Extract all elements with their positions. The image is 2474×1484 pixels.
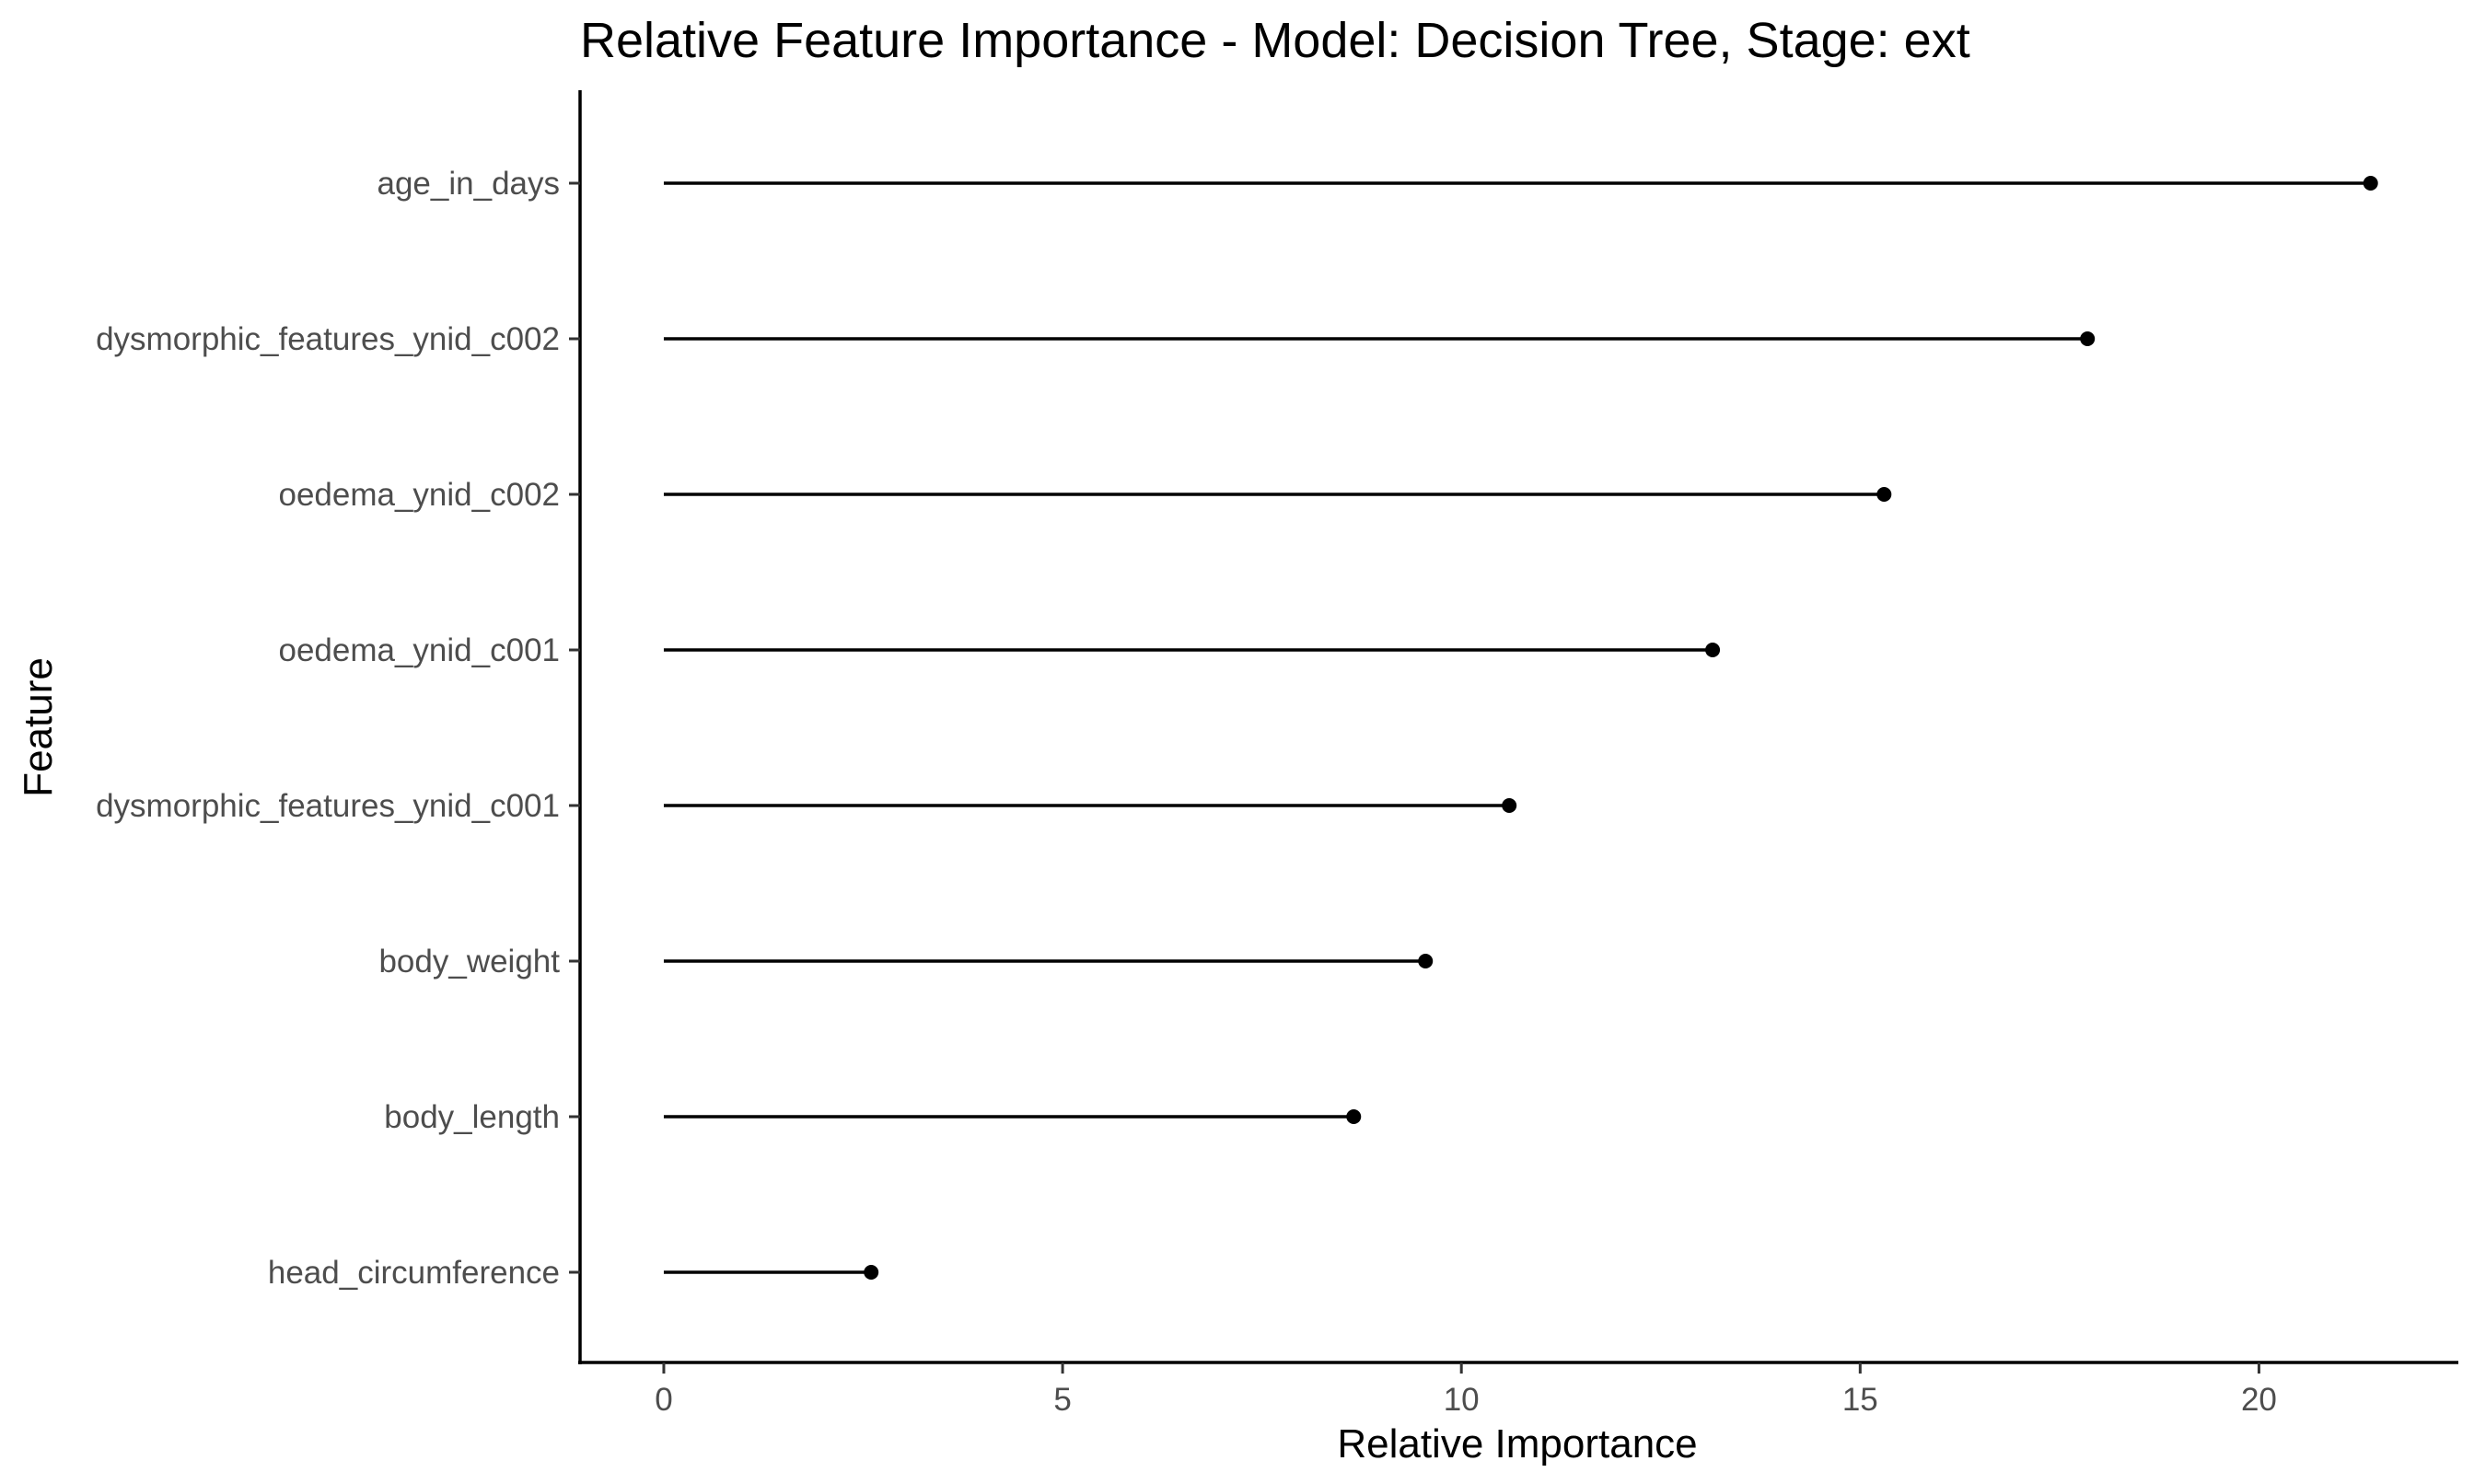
- y-tick-label: dysmorphic_features_ynid_c002: [96, 321, 560, 357]
- lollipop-point: [2363, 176, 2378, 191]
- lollipop-point: [2080, 331, 2096, 346]
- x-tick-label: 20: [2241, 1382, 2277, 1418]
- y-tick-label: dysmorphic_features_ynid_c001: [96, 788, 560, 824]
- x-tick-label: 10: [1444, 1382, 1480, 1418]
- y-axis-ticks: age_in_days dysmorphic_features_ynid_c002…: [96, 166, 580, 1291]
- x-tick-label: 0: [655, 1382, 672, 1418]
- lollipop-point: [1346, 1109, 1362, 1124]
- y-tick-label: body_weight: [378, 944, 560, 980]
- y-tick-label: age_in_days: [377, 166, 561, 202]
- y-tick-label: head_circumference: [268, 1255, 560, 1291]
- x-axis-ticks: 0 5 10 15 20: [655, 1362, 2277, 1418]
- x-tick-label: 15: [1842, 1382, 1878, 1418]
- y-tick-label: oedema_ynid_c002: [278, 477, 560, 513]
- y-tick-label: body_length: [384, 1099, 560, 1135]
- lollipop-point: [1418, 954, 1434, 968]
- lollipop-point: [1876, 487, 1892, 502]
- lollipop-point: [864, 1265, 879, 1280]
- lollipop-point: [1705, 643, 1721, 657]
- y-tick-label: oedema_ynid_c001: [278, 632, 560, 668]
- chart-title: Relative Feature Importance - Model: Dec…: [580, 13, 1970, 68]
- x-tick-label: 5: [1053, 1382, 1071, 1418]
- x-axis-title: Relative Importance: [1337, 1421, 1697, 1467]
- plot-area: [663, 176, 2378, 1280]
- y-axis-title: Feature: [16, 657, 61, 797]
- lollipop-point: [1502, 798, 1517, 813]
